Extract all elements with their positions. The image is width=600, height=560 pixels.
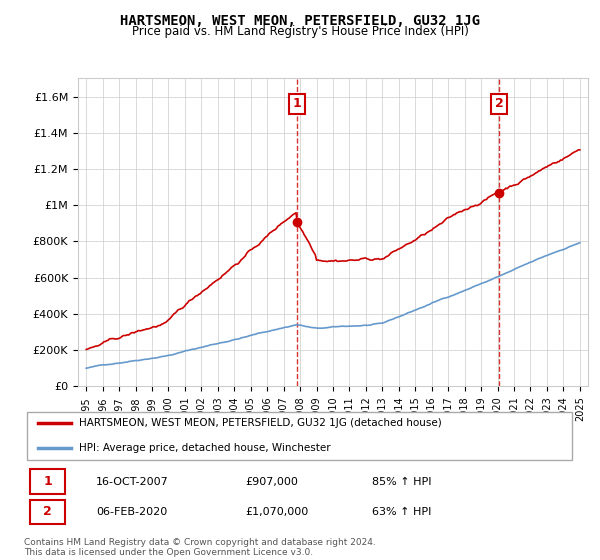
FancyBboxPatch shape [29, 469, 65, 494]
Text: HARTSMEON, WEST MEON, PETERSFIELD, GU32 1JG (detached house): HARTSMEON, WEST MEON, PETERSFIELD, GU32 … [79, 418, 442, 428]
FancyBboxPatch shape [29, 500, 65, 524]
Text: 16-OCT-2007: 16-OCT-2007 [96, 477, 169, 487]
FancyBboxPatch shape [27, 412, 572, 460]
Text: £907,000: £907,000 [245, 477, 298, 487]
Text: 2: 2 [43, 505, 52, 519]
Text: 63% ↑ HPI: 63% ↑ HPI [372, 507, 431, 517]
Text: 06-FEB-2020: 06-FEB-2020 [96, 507, 167, 517]
Text: 85% ↑ HPI: 85% ↑ HPI [372, 477, 431, 487]
Text: £1,070,000: £1,070,000 [245, 507, 308, 517]
Text: 2: 2 [495, 97, 503, 110]
Text: Price paid vs. HM Land Registry's House Price Index (HPI): Price paid vs. HM Land Registry's House … [131, 25, 469, 38]
Text: Contains HM Land Registry data © Crown copyright and database right 2024.
This d: Contains HM Land Registry data © Crown c… [24, 538, 376, 557]
Text: 1: 1 [43, 475, 52, 488]
Text: 1: 1 [292, 97, 301, 110]
Text: HARTSMEON, WEST MEON, PETERSFIELD, GU32 1JG: HARTSMEON, WEST MEON, PETERSFIELD, GU32 … [120, 14, 480, 28]
Text: HPI: Average price, detached house, Winchester: HPI: Average price, detached house, Winc… [79, 442, 331, 452]
